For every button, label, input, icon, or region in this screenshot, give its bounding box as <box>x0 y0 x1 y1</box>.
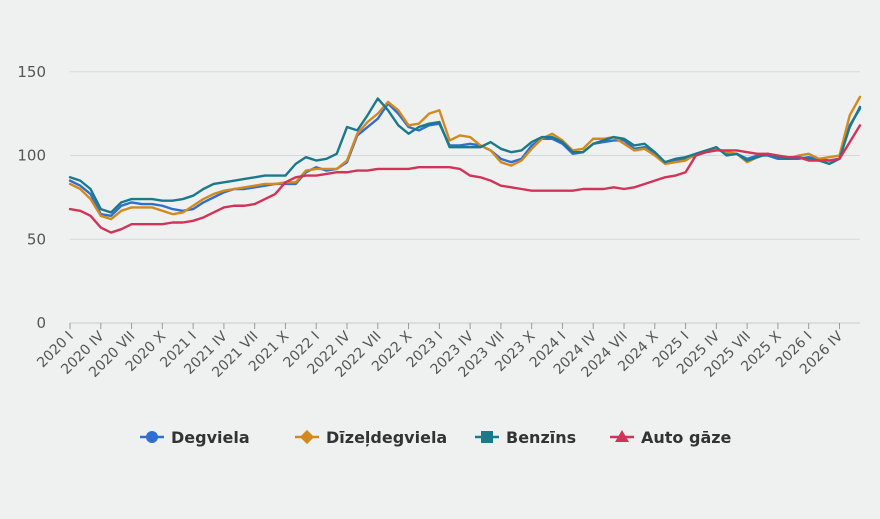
series-line-1 <box>68 95 862 221</box>
series-line-3 <box>68 124 862 234</box>
y-tick-label: 100 <box>17 147 46 165</box>
legend-item[interactable]: Benzīns <box>475 428 576 447</box>
y-tick-label: 0 <box>36 314 46 332</box>
square-marker-icon <box>481 431 493 443</box>
y-tick-label: 150 <box>17 63 46 81</box>
legend-item[interactable]: Auto gāze <box>610 428 732 447</box>
series-lines <box>68 95 862 234</box>
legend-label: Degviela <box>171 428 250 447</box>
series-line-2 <box>68 97 862 214</box>
legend-label: Dīzeļdegviela <box>326 428 447 447</box>
circle-marker-icon <box>146 431 158 443</box>
legend-label: Benzīns <box>506 428 576 447</box>
legend-item[interactable]: Dīzeļdegviela <box>295 428 447 447</box>
series-line-0 <box>68 102 862 218</box>
legend-label: Auto gāze <box>641 428 732 447</box>
triangle-marker-icon <box>615 430 629 442</box>
diamond-marker-icon <box>299 429 315 445</box>
legend[interactable]: Degviela Dīzeļdegviela Benzīns Auto gāze <box>140 428 732 447</box>
y-tick-label: 50 <box>27 230 46 248</box>
legend-item[interactable]: Degviela <box>140 428 250 447</box>
